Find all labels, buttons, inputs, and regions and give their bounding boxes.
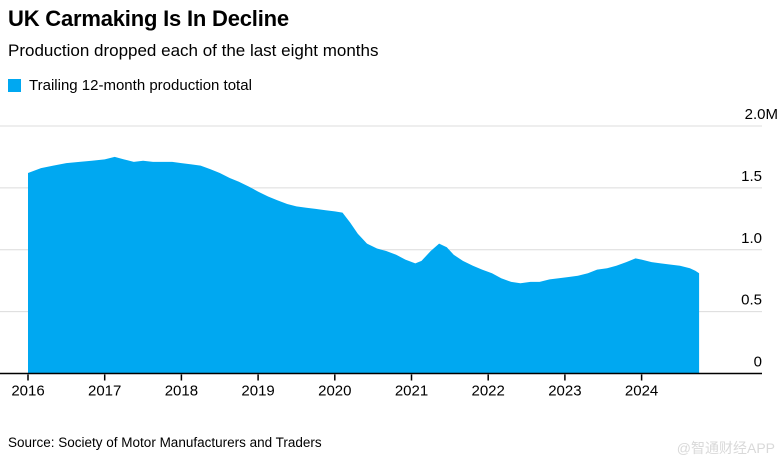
x-tick-label: 2017 bbox=[88, 383, 121, 400]
x-tick-label: 2023 bbox=[548, 383, 581, 400]
y-tick-label: 1.0 bbox=[741, 230, 762, 247]
x-tick-label: 2020 bbox=[318, 383, 351, 400]
area-series bbox=[28, 156, 700, 374]
watermark: @智通财经APP bbox=[676, 440, 775, 456]
y-tick-label: 0.5 bbox=[741, 292, 762, 309]
legend-label: Trailing 12-month production total bbox=[29, 77, 252, 94]
y-tick-label: 1.5 bbox=[741, 168, 762, 185]
x-tick-label: 2024 bbox=[625, 383, 658, 400]
legend-swatch-icon bbox=[8, 79, 21, 92]
x-tick-label: 2018 bbox=[165, 383, 198, 400]
x-tick-label: 2016 bbox=[11, 383, 44, 400]
y-tick-label: 2.0M bbox=[745, 106, 778, 123]
legend: Trailing 12-month production total bbox=[8, 77, 252, 94]
chart-subtitle: Production dropped each of the last eigh… bbox=[8, 41, 379, 60]
y-tick-label: 0 bbox=[754, 354, 762, 371]
x-tick-label: 2021 bbox=[395, 383, 428, 400]
chart-title: UK Carmaking Is In Decline bbox=[8, 6, 289, 31]
x-tick-label: 2022 bbox=[472, 383, 505, 400]
x-tick-label: 2019 bbox=[241, 383, 274, 400]
source-note: Source: Society of Motor Manufacturers a… bbox=[8, 435, 322, 450]
